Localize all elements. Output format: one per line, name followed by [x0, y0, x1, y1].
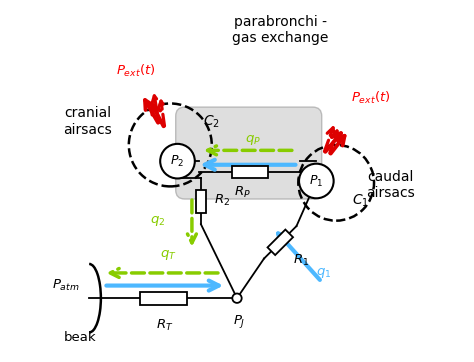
Text: $C_1$: $C_1$ — [352, 193, 369, 209]
Text: $q_T$: $q_T$ — [160, 248, 177, 262]
Polygon shape — [140, 292, 186, 304]
Circle shape — [299, 164, 334, 198]
Text: $q_2$: $q_2$ — [150, 214, 165, 228]
Circle shape — [232, 294, 242, 303]
Text: parabronchi -
gas exchange: parabronchi - gas exchange — [232, 15, 328, 45]
Text: beak: beak — [64, 331, 96, 344]
Text: $C_2$: $C_2$ — [203, 113, 219, 130]
Text: $P_{atm}$: $P_{atm}$ — [53, 278, 80, 293]
Polygon shape — [267, 230, 293, 255]
Text: $R_P$: $R_P$ — [234, 185, 251, 200]
Circle shape — [160, 144, 195, 178]
Text: $R_T$: $R_T$ — [156, 318, 173, 333]
Text: $P_{ext}(t)$: $P_{ext}(t)$ — [351, 90, 390, 106]
Polygon shape — [232, 166, 268, 178]
Text: $q_P$: $q_P$ — [245, 132, 261, 147]
Text: $R_2$: $R_2$ — [214, 193, 230, 209]
Text: $P_J$: $P_J$ — [233, 313, 245, 330]
Text: $P_{ext}(t)$: $P_{ext}(t)$ — [116, 63, 156, 79]
Text: cranial
airsacs: cranial airsacs — [63, 106, 112, 136]
Text: caudal
airsacs: caudal airsacs — [366, 169, 415, 200]
Polygon shape — [196, 190, 206, 213]
Text: $R_1$: $R_1$ — [293, 253, 309, 268]
FancyBboxPatch shape — [176, 107, 322, 199]
Text: $P_2$: $P_2$ — [171, 153, 184, 169]
Text: $P_1$: $P_1$ — [309, 173, 323, 189]
Text: $q_1$: $q_1$ — [316, 266, 332, 280]
